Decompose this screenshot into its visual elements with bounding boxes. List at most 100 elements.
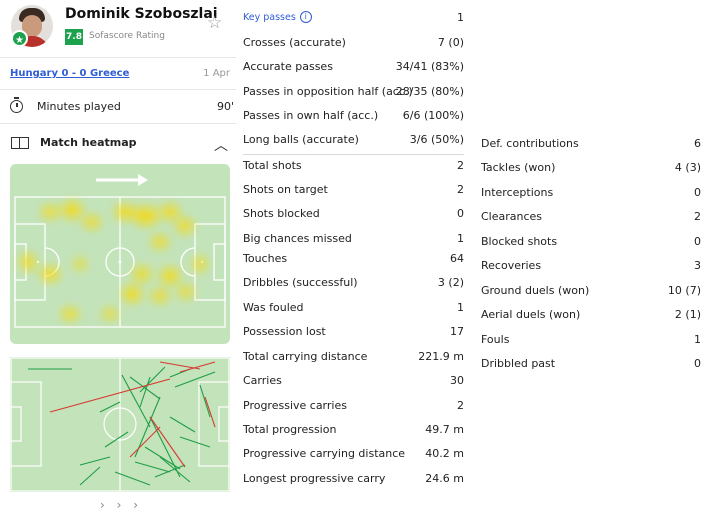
chevron-up-icon[interactable]: ︿ [214, 138, 228, 154]
stat-value: 1 [694, 333, 701, 346]
pass-map [10, 357, 230, 492]
section-divider [243, 154, 464, 155]
stat-label: Total carrying distance [243, 350, 368, 363]
star-icon[interactable]: ☆ [207, 13, 223, 33]
rating-badge: 7.8 [65, 29, 83, 45]
stat-label: Total progression [243, 423, 337, 436]
stat-label: Recoveries [481, 259, 542, 272]
stat-value: 2 (1) [674, 308, 701, 321]
stat-label: Touches [243, 252, 288, 265]
stat-value: 1 [457, 301, 464, 314]
heatmap-pitch [10, 164, 230, 344]
rating-label: Sofascore Rating [89, 31, 165, 41]
stat-label: Aerial duels (won) [481, 308, 581, 321]
stat-row: Carries 30 [243, 373, 464, 397]
stat-value: 34/41 (83%) [395, 60, 464, 73]
stat-row: Dribbled past 0 [481, 356, 701, 380]
player-panel: ★ Dominik Szoboszlai 7.8 Sofascore Ratin… [0, 0, 236, 520]
stat-row: Fouls 1 [481, 332, 701, 356]
minutes-played-value: 90' [216, 100, 234, 113]
stat-row: Blocked shots 0 [481, 234, 701, 258]
player-name[interactable]: Dominik Szoboszlai [65, 6, 218, 22]
stat-label: Progressive carries [243, 399, 347, 412]
stat-row: Total progression 49.7 m [243, 422, 464, 446]
stat-row: Accurate passes 34/41 (83%) [243, 59, 464, 83]
stat-label: Ground duels (won) [481, 284, 590, 297]
stat-label: Dribbled past [481, 357, 556, 370]
stat-row: Passes in opposition half (acc.) 28/35 (… [243, 84, 464, 108]
stat-label: Accurate passes [243, 60, 333, 73]
stat-row: Total carrying distance 221.9 m [243, 349, 464, 373]
stat-value: 1 [457, 11, 464, 24]
stat-value: 0 [694, 235, 701, 248]
stat-label: Passes in own half (acc.) [243, 109, 379, 122]
stat-row: Touches 64 [243, 251, 464, 275]
stat-value: 17 [450, 325, 464, 338]
stat-value: 4 (3) [674, 161, 701, 174]
info-icon[interactable]: i [299, 11, 312, 23]
stat-label: Total shots [243, 159, 302, 172]
stat-value: 0 [457, 207, 464, 220]
match-row: Hungary 0 - 0 Greece 1 Apr [0, 58, 236, 90]
stat-label: Passes in opposition half (acc.) [243, 85, 413, 98]
stat-value: 2 [457, 399, 464, 412]
stat-row: Def. contributions 6 [481, 136, 701, 160]
stat-row: Possession lost 17 [243, 324, 464, 348]
stat-label: Clearances [481, 210, 543, 223]
stopwatch-icon [10, 97, 23, 113]
stat-row: Passes in own half (acc.) 6/6 (100%) [243, 108, 464, 132]
stat-label: Carries [243, 374, 282, 387]
chevron-right-icon[interactable]: › › › [100, 498, 143, 512]
stat-row: Shots blocked 0 [243, 206, 464, 230]
stat-row: Ground duels (won) 10 (7) [481, 283, 701, 307]
stat-row: Progressive carrying distance 40.2 m [243, 446, 464, 470]
minutes-played-row: Minutes played 90' [0, 90, 236, 124]
stat-label: Fouls [481, 333, 510, 346]
stat-label: Key passes i [243, 10, 312, 26]
stat-label: Crosses (accurate) [243, 36, 346, 49]
stat-value: 28/35 (80%) [395, 85, 464, 98]
player-header: ★ Dominik Szoboszlai 7.8 Sofascore Ratin… [0, 0, 236, 58]
stat-row-key-passes: Key passes i 1 [243, 10, 464, 34]
stat-label: Dribbles (successful) [243, 276, 358, 289]
pitch-icon [11, 137, 29, 149]
stat-value: 64 [450, 252, 464, 265]
stat-value: 221.9 m [418, 350, 464, 363]
stat-value: 30 [450, 374, 464, 387]
stat-value: 49.7 m [425, 423, 464, 436]
stat-value: 10 (7) [667, 284, 701, 297]
stat-label: Interceptions [481, 186, 554, 199]
stat-value: 1 [457, 232, 464, 245]
stat-label: Shots on target [243, 183, 328, 196]
heatmap-header[interactable]: Match heatmap ︿ [0, 126, 236, 160]
heatmap-title: Match heatmap [40, 136, 137, 149]
position-star-badge-icon: ★ [11, 30, 28, 47]
stat-row: Recoveries 3 [481, 258, 701, 282]
stat-row: Big chances missed 1 [243, 231, 464, 255]
stat-row: Tackles (won) 4 (3) [481, 160, 701, 184]
minutes-played-label: Minutes played [37, 100, 121, 113]
stat-row: Long balls (accurate) 3/6 (50%) [243, 132, 464, 156]
stat-row: Crosses (accurate) 7 (0) [243, 35, 464, 59]
match-link[interactable]: Hungary 0 - 0 Greece [10, 68, 130, 79]
stat-value: 24.6 m [425, 472, 464, 485]
stat-label: Big chances missed [243, 232, 352, 245]
stat-row: Total shots 2 [243, 158, 464, 182]
stat-value: 6/6 (100%) [402, 109, 464, 122]
stat-value: 3 (2) [437, 276, 464, 289]
heatmap-svg [14, 174, 226, 328]
pass-map-svg [10, 357, 230, 492]
stat-label: Long balls (accurate) [243, 133, 359, 146]
stat-label: Blocked shots [481, 235, 558, 248]
stat-row: Interceptions 0 [481, 185, 701, 209]
stat-row: Shots on target 2 [243, 182, 464, 206]
stat-value: 7 (0) [437, 36, 464, 49]
stat-value: 2 [694, 210, 701, 223]
stat-value: 6 [694, 137, 701, 150]
stat-row: Dribbles (successful) 3 (2) [243, 275, 464, 299]
stat-value: 0 [694, 357, 701, 370]
stat-value: 0 [694, 186, 701, 199]
stat-value: 3 [694, 259, 701, 272]
stat-row: Clearances 2 [481, 209, 701, 233]
stat-value: 2 [457, 159, 464, 172]
